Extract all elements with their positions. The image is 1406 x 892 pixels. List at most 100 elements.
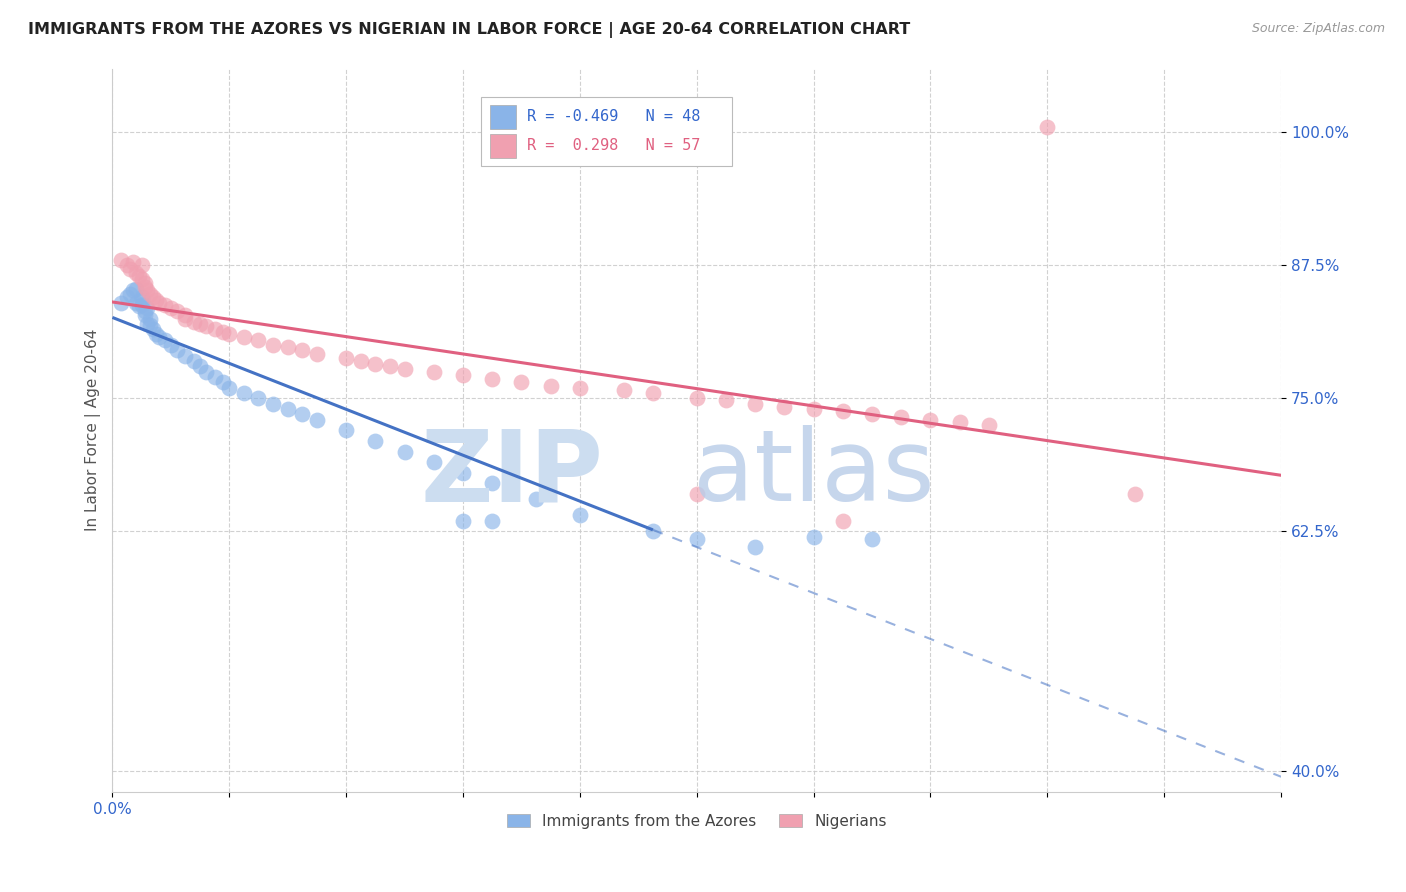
Point <box>131 290 153 304</box>
Point <box>510 376 533 390</box>
Point <box>831 514 853 528</box>
Point <box>142 322 165 336</box>
Point <box>110 253 132 268</box>
Point <box>160 338 183 352</box>
Point <box>1123 487 1146 501</box>
FancyBboxPatch shape <box>481 97 731 166</box>
Point <box>204 322 226 336</box>
Point <box>613 383 636 397</box>
Point <box>686 392 709 406</box>
Point <box>247 392 270 406</box>
Point <box>118 287 141 301</box>
Point <box>115 290 138 304</box>
Point <box>194 318 217 333</box>
Point <box>139 311 162 326</box>
Text: IMMIGRANTS FROM THE AZORES VS NIGERIAN IN LABOR FORCE | AGE 20-64 CORRELATION CH: IMMIGRANTS FROM THE AZORES VS NIGERIAN I… <box>28 22 910 38</box>
Point <box>641 524 664 539</box>
Point <box>744 397 766 411</box>
Point <box>134 309 156 323</box>
Point <box>125 295 148 310</box>
Point <box>145 293 167 308</box>
Point <box>125 266 148 280</box>
Text: Source: ZipAtlas.com: Source: ZipAtlas.com <box>1251 22 1385 36</box>
Point <box>153 298 176 312</box>
Point <box>686 487 709 501</box>
Point <box>232 386 254 401</box>
Legend: Immigrants from the Azores, Nigerians: Immigrants from the Azores, Nigerians <box>501 807 893 835</box>
Point <box>277 340 299 354</box>
Point <box>188 359 211 374</box>
Point <box>949 415 972 429</box>
Point <box>481 372 503 386</box>
Point <box>131 298 153 312</box>
Point <box>174 349 197 363</box>
Point <box>977 417 1000 432</box>
Point <box>291 407 314 421</box>
Point <box>118 261 141 276</box>
Point <box>890 410 912 425</box>
Point <box>540 378 562 392</box>
Point <box>134 279 156 293</box>
Point <box>212 376 235 390</box>
Point <box>860 532 883 546</box>
Point <box>212 326 235 340</box>
Text: atlas: atlas <box>693 425 935 522</box>
Point <box>277 401 299 416</box>
Point <box>131 293 153 308</box>
Point <box>350 354 373 368</box>
Point <box>128 268 150 283</box>
Point <box>378 359 401 374</box>
Point <box>232 329 254 343</box>
Point <box>364 434 387 448</box>
Point <box>335 423 357 437</box>
Point <box>714 393 737 408</box>
Point <box>394 444 416 458</box>
Point <box>305 412 328 426</box>
Point <box>803 530 825 544</box>
Point <box>131 272 153 286</box>
Point <box>291 343 314 358</box>
Point <box>136 283 159 297</box>
Text: ZIP: ZIP <box>420 425 603 522</box>
Point <box>148 329 170 343</box>
Point <box>148 295 170 310</box>
Point <box>803 401 825 416</box>
Point <box>204 370 226 384</box>
Text: R = -0.469   N = 48: R = -0.469 N = 48 <box>527 109 700 124</box>
Point <box>305 346 328 360</box>
Point <box>139 318 162 332</box>
Point <box>160 301 183 315</box>
Point <box>174 309 197 323</box>
Point <box>262 338 284 352</box>
Text: R =  0.298   N = 57: R = 0.298 N = 57 <box>527 138 700 153</box>
Point <box>920 412 942 426</box>
Point <box>744 541 766 555</box>
Point <box>860 407 883 421</box>
Point <box>121 283 143 297</box>
Point <box>110 295 132 310</box>
Point <box>131 258 153 272</box>
Point <box>423 365 446 379</box>
Point <box>451 368 474 382</box>
Y-axis label: In Labor Force | Age 20-64: In Labor Force | Age 20-64 <box>86 329 101 532</box>
Point <box>641 386 664 401</box>
Point <box>145 327 167 342</box>
Point <box>394 361 416 376</box>
Point <box>194 365 217 379</box>
Point <box>188 317 211 331</box>
Point <box>364 357 387 371</box>
Point <box>451 466 474 480</box>
Point <box>128 299 150 313</box>
Point <box>831 404 853 418</box>
Point <box>183 354 205 368</box>
Point <box>568 508 591 523</box>
Point <box>218 327 240 342</box>
Point <box>125 282 148 296</box>
Point <box>481 514 503 528</box>
Point <box>166 304 188 318</box>
Point <box>174 311 197 326</box>
Point <box>115 258 138 272</box>
Point <box>335 351 357 365</box>
Point <box>686 532 709 546</box>
FancyBboxPatch shape <box>489 134 516 158</box>
